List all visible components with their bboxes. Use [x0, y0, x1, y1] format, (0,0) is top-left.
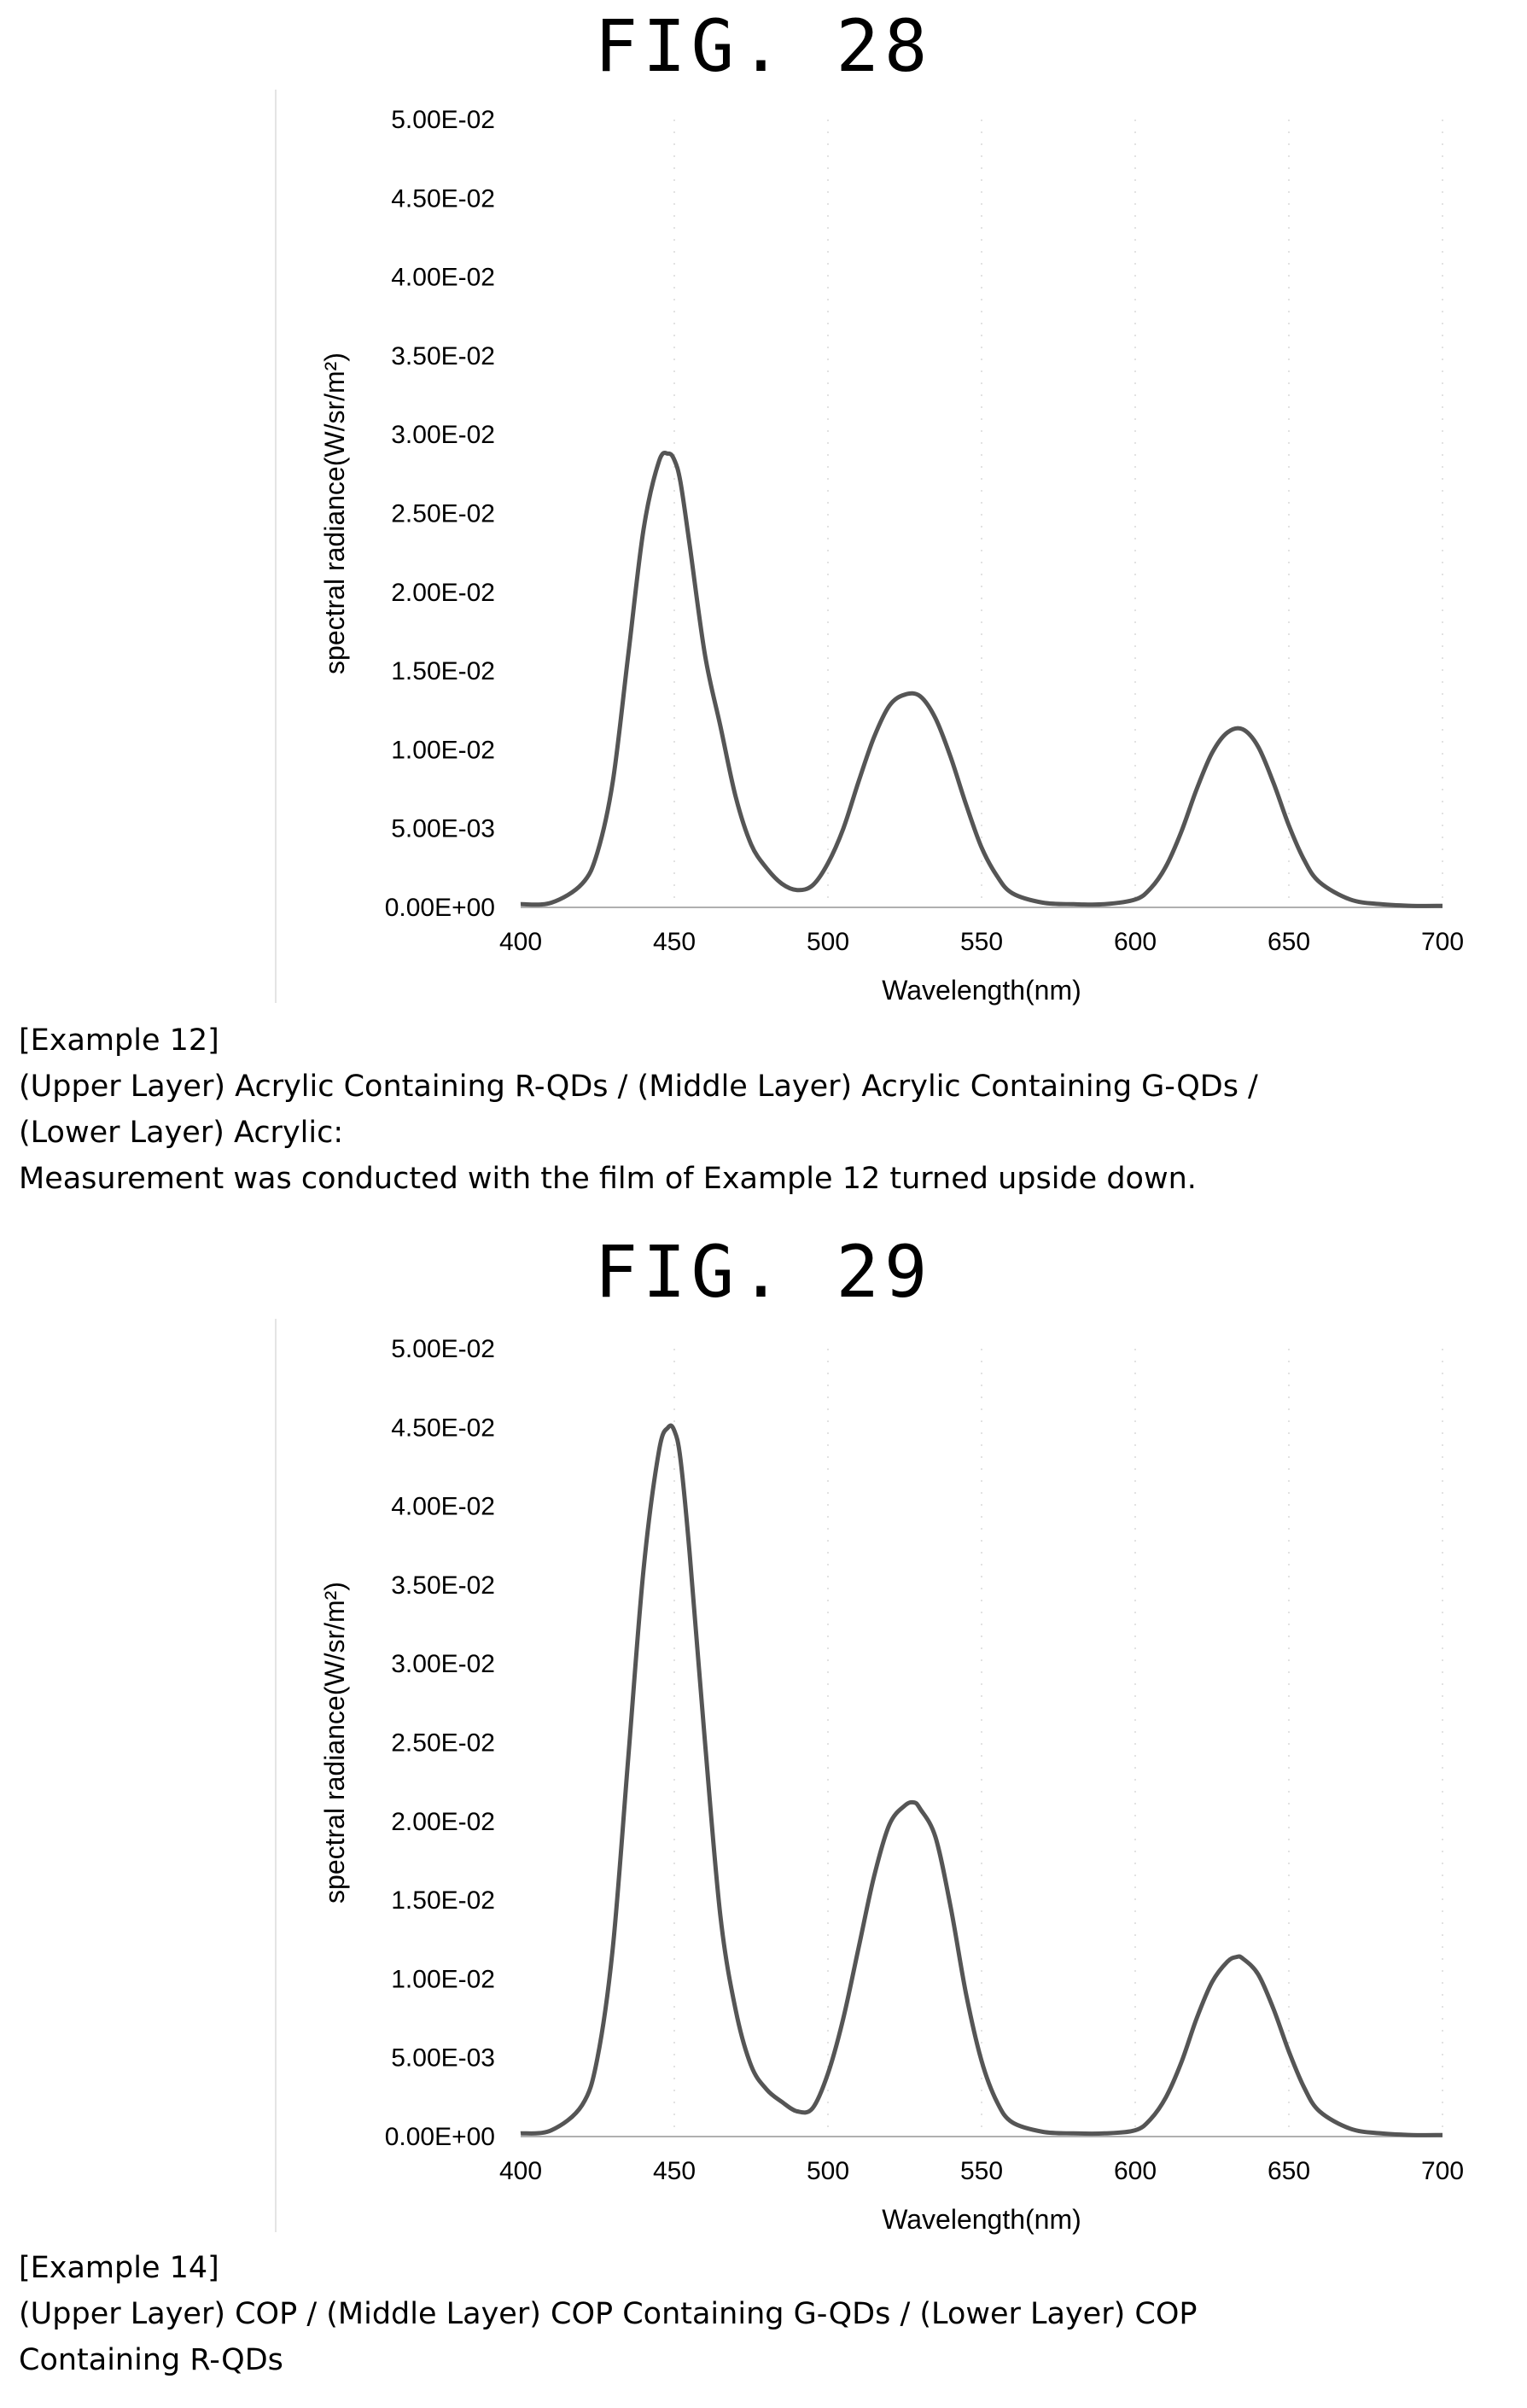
caption-line: Measurement was conducted with the film …: [19, 1162, 1197, 1196]
figure-28-chart-svg: 0.00E+00 5.00E-03 1.00E-02 1.50E-02 2.00E-02…: [275, 90, 1464, 1006]
y-tick-label: 3.00E-02: [391, 421, 495, 449]
x-tick-labels: 400 450 500 550 600 650 700: [499, 2157, 1464, 2185]
y-axis-label: spectral radiance(W/sr/m²): [319, 353, 350, 674]
x-axis-label: Wavelength(nm): [882, 2204, 1081, 2235]
y-axis-label: spectral radiance(W/sr/m²): [319, 1582, 350, 1904]
x-tick-label: 400: [499, 2157, 542, 2185]
x-tick-label: 650: [1268, 928, 1310, 956]
y-tick-label: 1.00E-02: [391, 1965, 495, 1993]
y-tick-label: 3.50E-02: [391, 1571, 495, 1600]
x-tick-label: 600: [1114, 928, 1157, 956]
figure-29-caption: [Example 14] (Upper Layer) COP / (Middle…: [19, 2245, 1504, 2383]
y-tick-label: 5.00E-03: [391, 2044, 495, 2073]
y-tick-label: 1.00E-02: [391, 736, 495, 764]
caption-line: [Example 12]: [19, 1023, 219, 1058]
y-tick-label: 1.50E-02: [391, 1886, 495, 1915]
x-tick-label: 550: [960, 928, 1003, 956]
x-tick-label: 650: [1268, 2157, 1310, 2185]
x-tick-label: 550: [960, 2157, 1003, 2185]
caption-line: Containing R-QDs: [19, 2343, 283, 2377]
figure-29-chart: 0.00E+00 5.00E-03 1.00E-02 1.50E-02 2.00E-02…: [0, 1310, 1527, 2318]
x-tick-label: 500: [807, 2157, 849, 2185]
y-tick-label: 4.50E-02: [391, 184, 495, 213]
y-tick-label: 2.00E-02: [391, 1808, 495, 1836]
figure-28-chart: 0.00E+00 5.00E-03 1.00E-02 1.50E-02 2.00E-02…: [0, 81, 1527, 1088]
y-tick-label: 4.00E-02: [391, 1493, 495, 1521]
y-tick-labels: 0.00E+00 5.00E-03 1.00E-02 1.50E-02 2.00E-02…: [385, 1335, 495, 2151]
y-tick-labels: 0.00E+00 5.00E-03 1.00E-02 1.50E-02 2.00E-02…: [385, 106, 495, 922]
grid-layer: [673, 1349, 1443, 2137]
y-tick-label: 1.50E-02: [391, 657, 495, 685]
y-tick-label: 3.00E-02: [391, 1650, 495, 1678]
figure-29-chart-svg: 0.00E+00 5.00E-03 1.00E-02 1.50E-02 2.00E-02…: [275, 1319, 1464, 2235]
x-tick-label: 700: [1421, 2157, 1464, 2185]
y-tick-label: 3.50E-02: [391, 342, 495, 370]
y-tick-label: 0.00E+00: [385, 2123, 495, 2151]
grid-layer: [673, 120, 1443, 907]
caption-line: (Lower Layer) Acrylic:: [19, 1116, 344, 1150]
y-tick-label: 5.00E-02: [391, 1335, 495, 1363]
y-tick-label: 2.00E-02: [391, 579, 495, 607]
caption-line: [Example 14]: [19, 2251, 219, 2285]
figure-28-caption: [Example 12] (Upper Layer) Acrylic Conta…: [19, 1017, 1504, 1202]
y-tick-label: 5.00E-02: [391, 106, 495, 134]
y-tick-label: 4.50E-02: [391, 1414, 495, 1442]
caption-line: (Upper Layer) COP / (Middle Layer) COP C…: [19, 2297, 1198, 2331]
y-tick-label: 2.50E-02: [391, 1729, 495, 1758]
x-tick-label: 500: [807, 928, 849, 956]
y-tick-label: 4.00E-02: [391, 264, 495, 292]
spectral-curve: [520, 451, 1443, 908]
x-tick-label: 700: [1421, 928, 1464, 956]
x-tick-label: 600: [1114, 2157, 1157, 2185]
figure-29-title: FIG. 29: [594, 1230, 933, 1314]
x-tick-label: 400: [499, 928, 542, 956]
x-tick-labels: 400 450 500 550 600 650 700: [499, 928, 1464, 956]
y-tick-label: 2.50E-02: [391, 500, 495, 528]
x-axis-label: Wavelength(nm): [882, 975, 1081, 1006]
y-tick-label: 5.00E-03: [391, 815, 495, 843]
caption-line: (Upper Layer) Acrylic Containing R-QDs /…: [19, 1070, 1258, 1104]
x-tick-label: 450: [653, 2157, 696, 2185]
spectral-curve: [520, 1423, 1443, 2137]
x-tick-label: 450: [653, 928, 696, 956]
figure-28-title: FIG. 28: [594, 4, 933, 88]
y-tick-label: 0.00E+00: [385, 894, 495, 922]
